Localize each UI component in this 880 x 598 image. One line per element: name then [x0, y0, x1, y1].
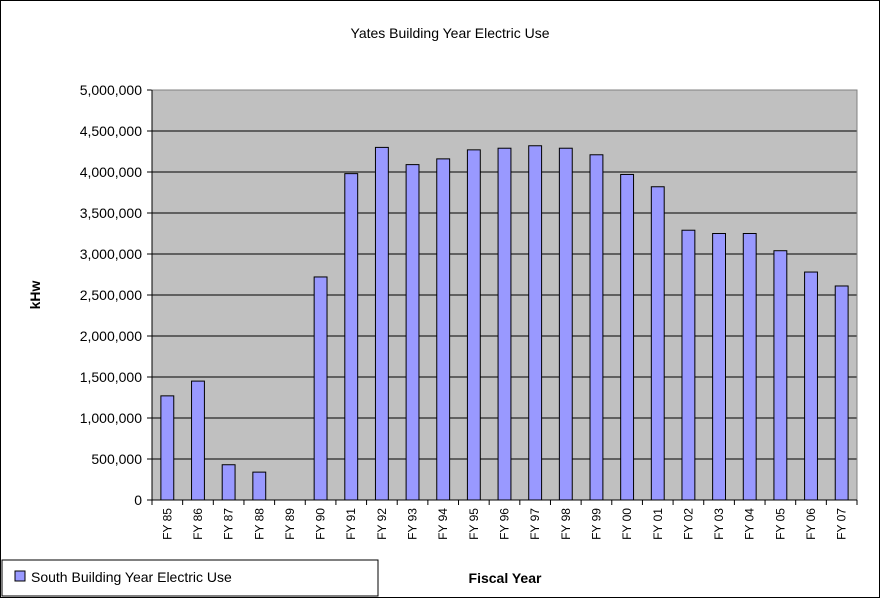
bar [221, 464, 236, 501]
bar [160, 395, 175, 501]
x-tick-label: FY 03 [712, 508, 726, 540]
x-tick-label: FY 04 [743, 508, 757, 540]
x-tick-label: FY 88 [252, 508, 266, 540]
bar [650, 186, 665, 501]
legend-swatch [14, 570, 26, 582]
bar [742, 233, 757, 501]
legend-box [1, 559, 379, 597]
bar [191, 380, 205, 501]
x-tick-label: FY 89 [283, 508, 297, 540]
bar [252, 471, 267, 501]
y-tick-label: 2,000,000 [80, 328, 142, 344]
bar [436, 158, 451, 501]
y-tick-label: 3,500,000 [80, 205, 142, 221]
chart-title: Yates Building Year Electric Use [351, 25, 550, 41]
x-tick-label: FY 92 [375, 508, 389, 540]
x-tick-label: FY 01 [651, 508, 665, 540]
x-tick-label: FY 07 [835, 508, 849, 540]
x-tick-label: FY 95 [467, 508, 481, 540]
bar [558, 147, 573, 501]
bar [620, 173, 635, 501]
bar [313, 276, 328, 501]
bar [681, 229, 696, 501]
x-tick-label: FY 97 [528, 508, 542, 540]
bar [712, 233, 727, 501]
x-tick-label: FY 96 [498, 508, 512, 540]
bar [773, 250, 788, 501]
x-tick-label: FY 02 [681, 508, 695, 540]
y-tick-label: 3,000,000 [80, 246, 142, 262]
x-tick-label: FY 90 [314, 508, 328, 540]
x-tick-label: FY 91 [344, 508, 358, 540]
x-tick-label: FY 06 [804, 508, 818, 540]
x-tick-label: FY 85 [160, 508, 174, 540]
bar [466, 149, 481, 501]
y-tick-label: 4,500,000 [80, 123, 142, 139]
y-tick-label: 500,000 [91, 451, 142, 467]
x-tick-label: FY 93 [406, 508, 420, 540]
bar [589, 154, 604, 501]
bar [528, 145, 543, 501]
legend: South Building Year Electric Use [1, 559, 379, 597]
x-axis-title: Fiscal Year [469, 570, 542, 586]
bar [344, 173, 359, 501]
y-tick-label: 2,500,000 [80, 287, 142, 303]
x-tick-label: FY 87 [222, 508, 236, 540]
bar [834, 285, 849, 501]
y-tick-label: 1,000,000 [80, 410, 142, 426]
x-tick-label: FY 98 [559, 508, 573, 540]
bar [497, 147, 512, 501]
bar [374, 146, 389, 501]
plot-area: 0 500,000 1,000,000 1,500,000 2,000,000 2,500… [80, 82, 858, 540]
x-tick-label: FY 86 [191, 508, 205, 540]
y-axis-title: kHw [27, 281, 43, 310]
y-tick-label: 4,000,000 [80, 164, 142, 180]
bar [405, 164, 420, 501]
y-tick-label: 5,000,000 [80, 82, 142, 98]
legend-label: South Building Year Electric Use [31, 569, 232, 585]
y-tick-label: 1,500,000 [80, 369, 142, 385]
x-tick-label: FY 99 [589, 508, 603, 540]
x-tick-label: FY 94 [436, 508, 450, 540]
bar [804, 271, 818, 501]
x-tick-label: FY 05 [773, 508, 787, 540]
y-tick-label: 0 [134, 492, 142, 508]
x-tick-label: FY 00 [620, 508, 634, 540]
